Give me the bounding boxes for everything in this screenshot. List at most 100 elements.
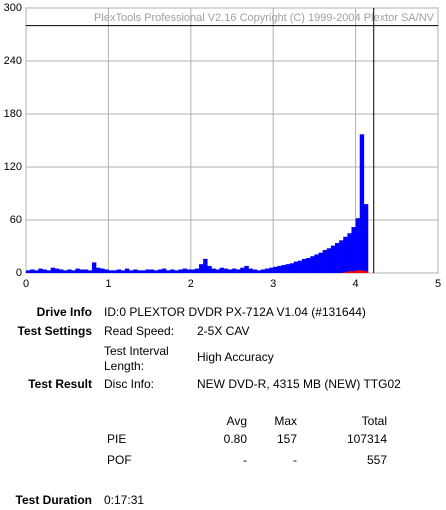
bar	[50, 267, 56, 273]
bar	[318, 252, 323, 273]
bar	[34, 270, 39, 273]
label: Test Settings	[17, 324, 92, 338]
bar	[227, 269, 233, 273]
bar	[120, 270, 126, 273]
bar	[314, 254, 319, 273]
bar	[46, 270, 52, 273]
bar	[199, 264, 204, 273]
bar	[67, 269, 72, 273]
bar	[252, 269, 258, 273]
bar	[153, 270, 159, 273]
bar	[264, 268, 270, 273]
row-label: PIE	[107, 432, 127, 446]
cell: -	[243, 453, 247, 467]
y-tick-label: 120	[4, 161, 22, 173]
bar	[79, 269, 84, 273]
field: Test Interval Length:	[104, 344, 169, 373]
bar	[71, 270, 76, 273]
bar	[186, 269, 192, 273]
bar	[273, 266, 278, 273]
bar	[112, 270, 117, 273]
bar	[96, 267, 101, 273]
value: 0:17:31	[104, 493, 145, 507]
cell: 107314	[346, 432, 387, 446]
bar	[75, 268, 80, 273]
bar	[244, 265, 249, 273]
bar	[83, 269, 89, 273]
x-tick-label: 2	[188, 278, 194, 290]
bar	[306, 257, 311, 273]
bar	[269, 267, 274, 273]
bar	[104, 269, 109, 273]
y-tick-label: 60	[10, 214, 22, 226]
bar	[87, 270, 93, 273]
bar	[141, 270, 146, 273]
bar	[137, 270, 142, 273]
bar	[145, 269, 150, 273]
bar	[359, 270, 365, 273]
bar	[207, 265, 212, 273]
bar	[363, 271, 369, 273]
bar	[281, 265, 286, 273]
bar	[211, 268, 216, 273]
label: Test Result	[28, 377, 92, 391]
value: 2-5X CAV	[197, 324, 250, 338]
bar	[157, 269, 163, 273]
bar	[178, 269, 183, 273]
bar	[277, 265, 282, 273]
bar	[351, 227, 356, 273]
bar	[302, 258, 307, 273]
bar	[30, 269, 35, 273]
cell: 0.80	[223, 432, 247, 446]
label: Drive Info	[36, 305, 92, 319]
bar	[260, 269, 266, 273]
bar	[170, 269, 175, 273]
bar	[359, 134, 365, 273]
bar	[161, 268, 167, 273]
bar	[343, 272, 348, 273]
x-tick-label: 3	[270, 278, 276, 290]
x-tick-label: 1	[105, 278, 111, 290]
bar	[108, 270, 113, 273]
bar	[54, 268, 60, 273]
bar	[58, 269, 64, 273]
y-tick-label: 180	[4, 108, 22, 120]
col-header: Total	[361, 414, 387, 428]
bar	[335, 242, 340, 273]
bar	[289, 263, 295, 273]
bar	[38, 268, 43, 273]
y-tick-label: 240	[4, 55, 22, 67]
bar	[326, 248, 332, 273]
y-tick-label: 300	[4, 2, 22, 14]
bar	[347, 271, 352, 273]
x-tick-label: 4	[353, 278, 359, 290]
y-tick-label: 0	[16, 267, 22, 279]
x-tick-label: 0	[23, 278, 29, 290]
chart: 0 60 120 180 240 300 0 1 2 3 4 5 PlexTools Professio…	[4, 2, 441, 290]
bar	[343, 236, 348, 273]
field: Disc Info:	[104, 377, 155, 391]
bar	[133, 269, 138, 273]
bar	[100, 268, 105, 273]
bar	[363, 204, 369, 273]
bar	[236, 269, 241, 273]
bar	[351, 271, 356, 273]
row-label: POF	[107, 453, 132, 467]
field: Read Speed:	[104, 324, 175, 338]
bar	[124, 268, 130, 273]
bar	[240, 267, 245, 273]
bar	[63, 270, 68, 273]
bar	[42, 269, 47, 273]
bar	[285, 264, 290, 273]
bar	[256, 270, 262, 273]
chart-title: PlexTools Professional V2.16 Copyright (…	[94, 12, 435, 24]
bar	[322, 250, 328, 273]
bar	[223, 268, 229, 273]
bar	[215, 269, 220, 273]
bar	[190, 269, 196, 273]
plot-area	[25, 7, 439, 274]
bar	[232, 268, 237, 273]
cell: -	[293, 453, 297, 467]
bar	[248, 268, 253, 273]
